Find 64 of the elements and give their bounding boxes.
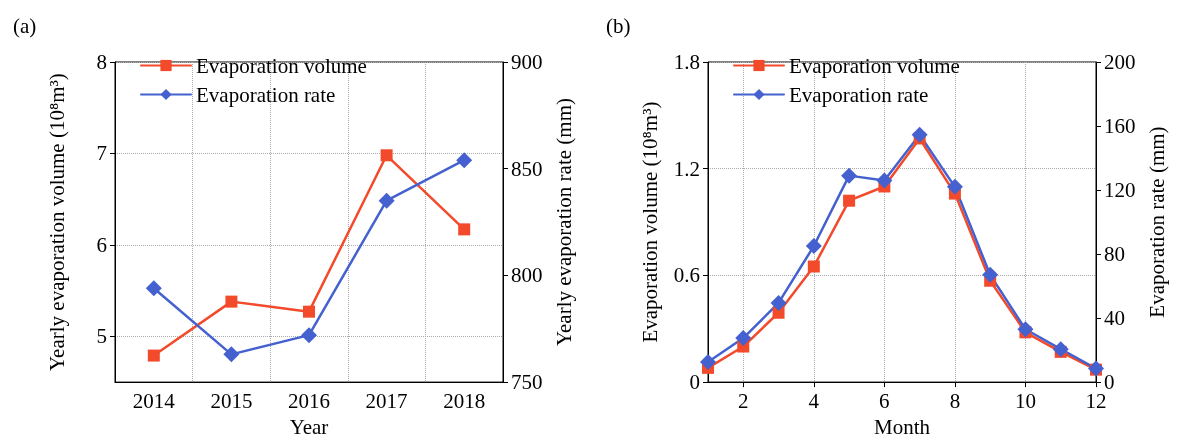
y-tick-label: 7 [96,141,107,166]
x-tick-label: 2018 [443,388,486,413]
point [700,353,716,370]
point [378,192,395,209]
y2-axis-title: Evaporation rate (mm) [1144,126,1169,318]
x-tick-label: 2014 [132,388,176,413]
y-tick-label: 6 [96,232,107,257]
x-tick-label: 2016 [288,388,330,413]
point [982,266,999,283]
point [841,167,858,184]
point [301,327,317,344]
y-tick-label: 5 [96,324,107,349]
x-tick-label: 4 [808,388,820,413]
x-tick-label: 8 [949,388,961,413]
x-tick-label: 6 [879,388,890,413]
x-axis-title: Year [289,414,329,439]
y-tick-label: 1.8 [673,50,700,74]
legend-label: Evaporation rate [196,82,336,107]
y-tick-label: 0.6 [673,263,700,288]
x-tick-label: 2015 [210,388,253,413]
point [911,126,928,143]
y-axis-title: Yearly evaporation volume (10⁸m³) [44,73,69,371]
legend-label: Evaporation rate [789,82,929,107]
legend-label: Evaporation volume [196,53,367,78]
point [735,330,752,347]
point [805,238,822,255]
y2-tick-label: 0 [1104,370,1115,395]
point [876,172,893,189]
y2-axis-title: Yearly evaporation rate (mm) [551,98,576,347]
y-tick-label: 1.2 [673,156,700,181]
point [225,295,238,308]
point [380,149,393,162]
y2-tick-label: 160 [1104,114,1136,139]
y2-tick-label: 200 [1104,50,1136,74]
y-axis-title: Evaporation volume (10⁸m³) [637,101,662,343]
point [946,178,963,195]
y-tick-label: 8 [96,50,107,74]
x-tick-label: 2017 [365,388,408,413]
point [458,223,471,236]
point [770,294,787,311]
legend-label: Evaporation volume [789,53,960,78]
x-tick-label: 2 [738,388,749,413]
y2-tick-label: 800 [511,263,543,288]
chart-title: (b) [606,13,631,38]
point [1017,321,1034,338]
y2-tick-label: 80 [1104,242,1125,267]
y-tick-label: 0 [689,370,700,395]
y2-tick-label: 900 [511,50,543,74]
point [1052,341,1069,358]
x-tick-label: 10 [1014,388,1036,413]
point [145,280,162,297]
chart-title: (a) [13,13,37,38]
y2-tick-label: 750 [511,370,543,395]
y2-tick-label: 850 [511,156,543,181]
point [456,152,473,169]
point [807,260,820,273]
point [303,305,315,318]
point [843,194,856,207]
point [147,349,160,362]
point [223,346,240,363]
y2-tick-label: 120 [1104,178,1136,203]
y2-tick-label: 40 [1104,306,1125,331]
x-tick-label: 12 [1085,388,1107,413]
x-axis-title: Month [873,414,931,439]
